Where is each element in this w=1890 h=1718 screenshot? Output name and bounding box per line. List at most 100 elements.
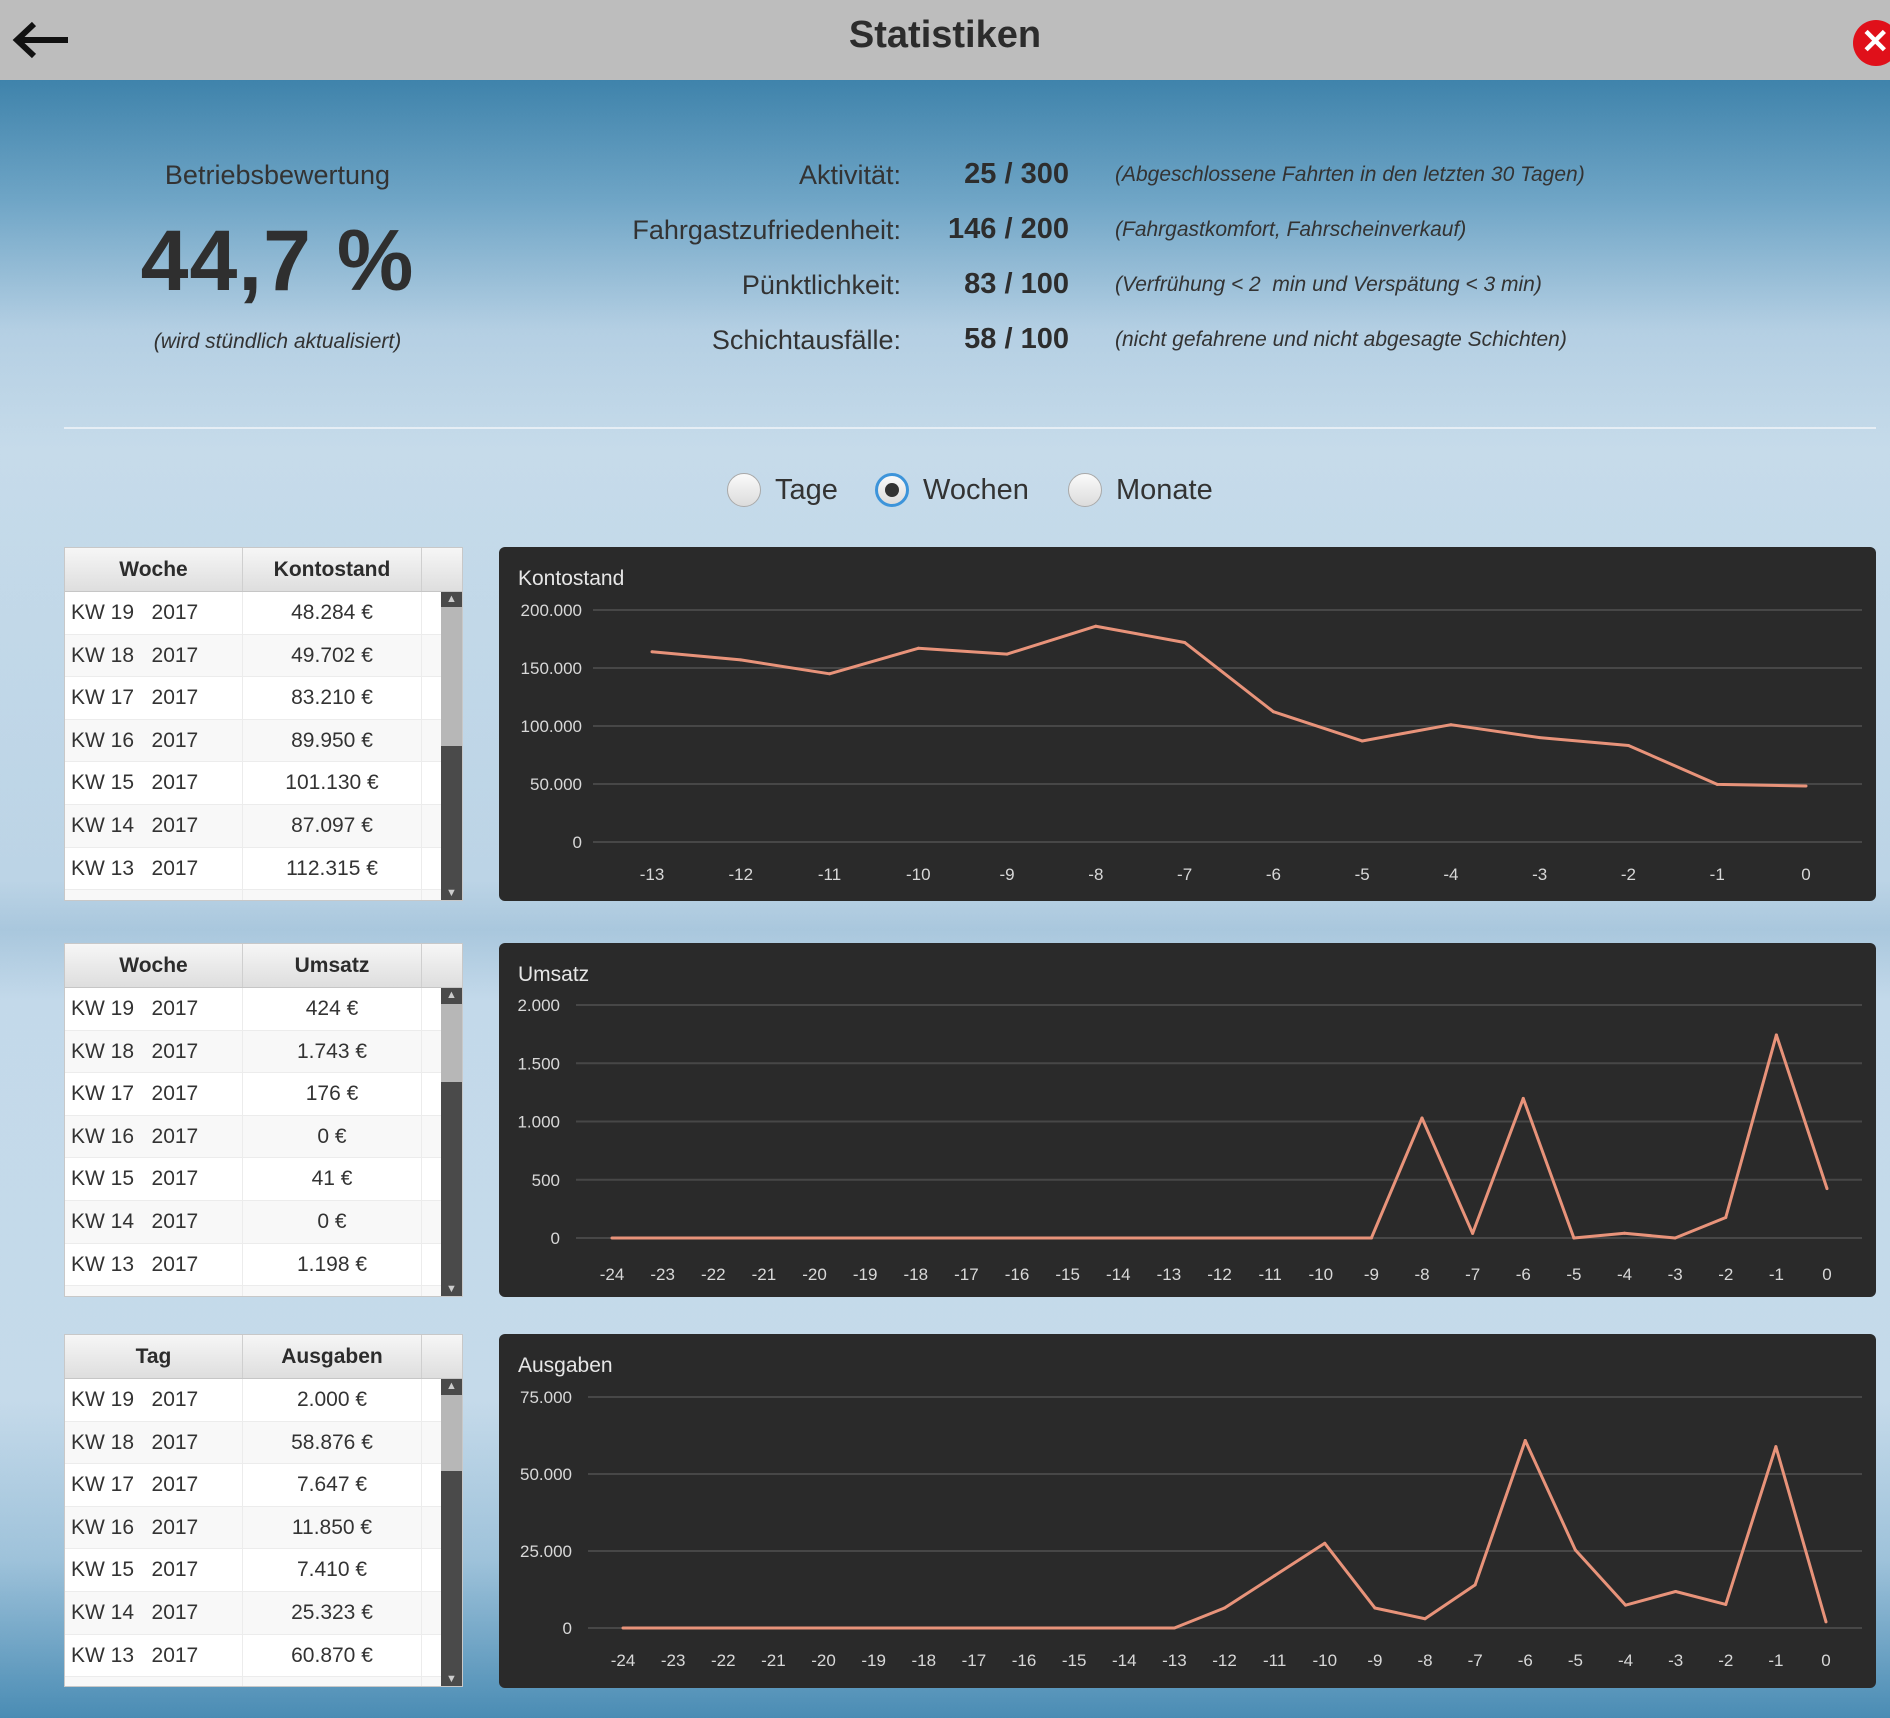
scroll-up-icon[interactable]: ▲ [446,989,457,1001]
column-header[interactable]: Tag [65,1335,243,1378]
data-point [1116,1236,1120,1240]
x-tick-label: -18 [911,1651,936,1670]
column-header[interactable]: Kontostand [243,548,422,591]
column-header[interactable]: Ausgaben [243,1335,422,1378]
scroll-up-icon[interactable]: ▲ [446,593,457,605]
data-point [1167,1236,1171,1240]
scrollbar-thumb[interactable] [441,1395,462,1471]
table-row[interactable]: KW 18 2017 58.876 € [65,1421,462,1465]
scrollbar[interactable]: ▲ ▼ [441,592,462,900]
table-row[interactable]: KW 14 2017 0 € [65,1200,462,1244]
close-button[interactable]: ✕ [1853,20,1890,66]
data-point [1218,1236,1221,1240]
x-tick-label: -9 [1000,865,1015,884]
x-tick-label: -7 [1177,865,1192,884]
table-row[interactable]: KW 14 2017 25.323 € [65,1591,462,1635]
data-point [1273,1574,1277,1578]
data-point [1360,739,1364,743]
radio-tage[interactable]: Tage [727,470,838,510]
table-row[interactable] [65,1286,462,1296]
table-row[interactable] [65,1677,462,1686]
value-cell: 424 € [243,988,422,1030]
data-point [1015,1236,1019,1240]
x-tick-label: -6 [1518,1651,1533,1670]
chart-title: Kontostand [518,567,624,590]
data-point [711,1236,715,1240]
scroll-down-icon[interactable]: ▼ [446,887,457,899]
x-tick-label: -1 [1710,865,1725,884]
table-row[interactable]: KW 16 2017 89.950 € [65,719,462,763]
week-cell: KW 19 2017 [65,592,243,634]
x-tick-label: -9 [1364,1265,1379,1284]
column-header[interactable]: Woche [65,944,243,987]
x-tick-label: -14 [1112,1651,1137,1670]
radio-monate[interactable]: Monate [1068,470,1213,510]
x-tick-label: -13 [1162,1651,1187,1670]
x-tick-label: -3 [1668,1651,1683,1670]
stat-label: Aktivität: [798,160,901,190]
x-tick-label: -6 [1516,1265,1531,1284]
empty-cell [65,1286,243,1296]
y-tick-label: 25.000 [520,1542,572,1561]
radio-wochen[interactable]: Wochen [875,470,1029,510]
close-icon: ✕ [1861,23,1890,61]
data-point [914,1236,918,1240]
x-tick-label: -19 [853,1265,878,1284]
scrollbar[interactable]: ▲ ▼ [441,988,462,1296]
data-point [1538,736,1542,740]
scroll-up-icon[interactable]: ▲ [446,1380,457,1392]
y-tick-label: 1.500 [517,1054,560,1073]
table-row[interactable]: KW 19 2017 48.284 € [65,592,462,635]
x-tick-label: -21 [752,1265,777,1284]
table-row[interactable]: KW 17 2017 83.210 € [65,677,462,720]
week-cell: KW 18 2017 [65,634,243,677]
data-point [1471,1231,1475,1235]
ausgaben-table: Tag Ausgaben KW 19 2017 2.000 € KW 18 2017 58… [64,1334,463,1687]
x-tick-label: -19 [861,1651,886,1670]
data-point [1673,1236,1677,1240]
table-row[interactable]: KW 14 2017 87.097 € [65,804,462,848]
x-tick-label: -5 [1355,865,1370,884]
back-button[interactable] [10,18,72,62]
table-body: KW 19 2017 2.000 € KW 18 2017 58.876 € KW 17… [65,1379,462,1686]
value-cell: 11.850 € [243,1506,422,1549]
week-cell: KW 17 2017 [65,1073,243,1115]
radio-circle[interactable] [875,473,909,507]
column-header[interactable]: Woche [65,548,243,591]
data-point [1473,1583,1477,1587]
data-point [1804,784,1808,788]
table-row[interactable]: KW 13 2017 60.870 € [65,1634,462,1678]
table-row[interactable]: KW 18 2017 1.743 € [65,1030,462,1074]
value-cell: 101.130 € [243,762,422,804]
data-point [1624,1603,1627,1607]
table-row[interactable]: KW 19 2017 2.000 € [65,1379,462,1422]
table-row[interactable]: KW 19 2017 424 € [65,988,462,1031]
value-cell: 58.876 € [243,1421,422,1464]
table-row[interactable]: KW 17 2017 176 € [65,1073,462,1116]
scroll-down-icon[interactable]: ▼ [446,1283,457,1295]
table-header: Tag Ausgaben [65,1335,462,1379]
stat-label: Schichtausfälle: [711,325,901,355]
table-row[interactable]: KW 13 2017 112.315 € [65,847,462,891]
x-tick-label: -4 [1443,865,1458,884]
scrollbar-thumb[interactable] [441,607,462,746]
table-row[interactable]: KW 17 2017 7.647 € [65,1464,462,1507]
table-row[interactable]: KW 16 2017 11.850 € [65,1506,462,1550]
table-row[interactable]: KW 18 2017 49.702 € [65,634,462,678]
data-point [1172,1626,1176,1630]
scrollbar[interactable]: ▲ ▼ [441,1379,462,1686]
table-row[interactable]: KW 13 2017 1.198 € [65,1243,462,1287]
scrollbar-thumb[interactable] [441,1004,462,1082]
table-row[interactable] [65,890,462,900]
x-tick-label: -17 [954,1265,979,1284]
column-header[interactable]: Umsatz [243,944,422,987]
radio-circle[interactable] [727,473,761,507]
data-point [1825,1187,1829,1191]
scroll-down-icon[interactable]: ▼ [446,1673,457,1685]
radio-circle[interactable] [1068,473,1102,507]
table-row[interactable]: KW 15 2017 7.410 € [65,1549,462,1592]
page-title: Statistiken [848,14,1042,56]
table-row[interactable]: KW 15 2017 101.130 € [65,762,462,805]
table-row[interactable]: KW 15 2017 41 € [65,1158,462,1201]
table-row[interactable]: KW 16 2017 0 € [65,1115,462,1159]
